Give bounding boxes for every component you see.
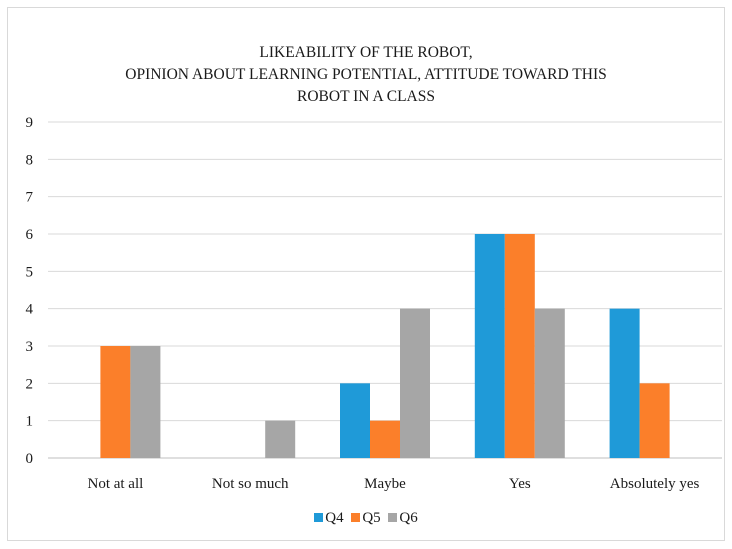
chart-title-line-3: ROBOT IN A CLASS [297,88,435,105]
bar-q5-not-at-all [100,346,131,458]
chart-title-line-2: OPINION ABOUT LEARNING POTENTIAL, ATTITU… [125,66,607,83]
legend-swatch-q6 [388,513,398,522]
bar-q6-maybe [400,308,430,458]
bar-q5-maybe [370,420,400,458]
legend-item-q6: Q6 [388,510,418,527]
bar-q5-absolutely-yes [639,383,670,458]
x-tick-label-not-so-much: Not so much [212,476,289,492]
bar-q4-maybe [340,383,370,458]
legend-item-q5: Q5 [351,510,381,527]
legend-swatch-q4 [314,513,324,522]
x-tick-label-not-at-all: Not at all [87,476,143,492]
legend-swatch-q5 [351,513,361,522]
bar-q5-yes [504,234,535,458]
bar-q6-not-so-much [265,420,296,458]
legend-label-q5: Q5 [362,510,381,526]
bar-q4-yes [474,234,505,458]
chart-title: LIKEABILITY OF THE ROBOT, OPINION ABOUT … [0,42,732,108]
bar-q6-yes [534,308,565,458]
x-tick-label-yes: Yes [509,476,531,492]
chart-title-line-1: LIKEABILITY OF THE ROBOT, [259,44,473,61]
bar-q6-not-at-all [130,346,161,458]
legend-label-q6: Q6 [399,510,418,526]
y-tick-label-0: 0 [26,451,34,467]
bar-q4-absolutely-yes [609,308,640,458]
x-tick-label-absolutely-yes: Absolutely yes [610,476,700,492]
y-tick-label-3: 3 [26,339,34,355]
y-tick-label-7: 7 [26,190,34,206]
y-tick-label-5: 5 [26,264,34,280]
y-tick-label-8: 8 [26,152,34,168]
legend-item-q4: Q4 [314,510,344,527]
legend: Q4 Q5 Q6 [0,510,732,527]
y-tick-label-1: 1 [26,414,34,430]
y-tick-label-6: 6 [26,227,34,243]
y-tick-label-9: 9 [26,115,34,131]
y-tick-label-4: 4 [26,302,34,318]
x-tick-label-maybe: Maybe [364,476,406,492]
y-tick-label-2: 2 [26,376,34,392]
legend-label-q4: Q4 [325,510,344,526]
